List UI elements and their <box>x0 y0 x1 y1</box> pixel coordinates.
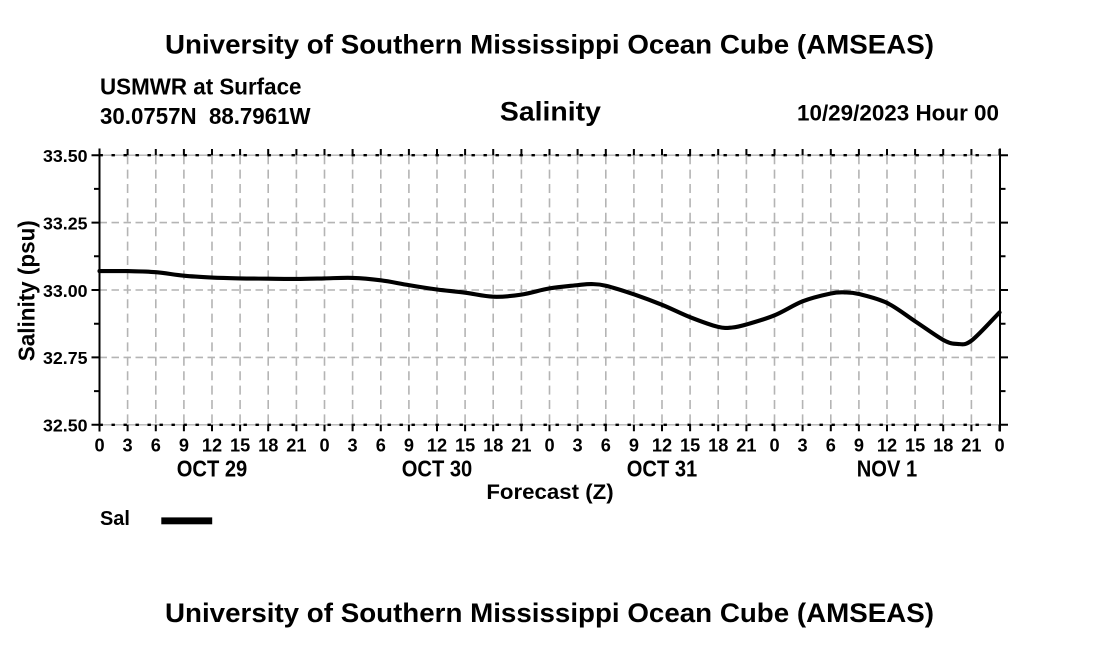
svg-text:0: 0 <box>994 436 1004 456</box>
svg-text:3: 3 <box>348 436 358 456</box>
svg-text:18: 18 <box>483 436 503 456</box>
svg-text:9: 9 <box>404 436 414 456</box>
svg-text:OCT 31: OCT 31 <box>627 455 698 481</box>
svg-text:33.25: 33.25 <box>43 213 88 233</box>
svg-text:6: 6 <box>376 436 386 456</box>
svg-text:12: 12 <box>202 436 222 456</box>
svg-text:6: 6 <box>601 436 611 456</box>
svg-text:USMWR at Surface: USMWR at Surface <box>100 74 302 100</box>
svg-text:Salinity (psu): Salinity (psu) <box>14 220 40 361</box>
svg-text:21: 21 <box>736 436 756 456</box>
svg-text:15: 15 <box>455 436 475 456</box>
svg-text:21: 21 <box>286 436 306 456</box>
svg-text:University of Southern Mississ: University of Southern Mississippi Ocean… <box>165 598 934 628</box>
svg-text:3: 3 <box>573 436 583 456</box>
svg-text:10/29/2023 Hour 00: 10/29/2023 Hour 00 <box>797 101 999 126</box>
svg-text:University of Southern Mississ: University of Southern Mississippi Ocean… <box>165 30 934 60</box>
svg-text:0: 0 <box>319 436 329 456</box>
svg-text:21: 21 <box>961 436 981 456</box>
svg-text:9: 9 <box>629 436 639 456</box>
svg-text:15: 15 <box>905 436 925 456</box>
svg-text:Salinity: Salinity <box>500 97 601 127</box>
svg-text:12: 12 <box>877 436 897 456</box>
svg-text:12: 12 <box>427 436 447 456</box>
svg-text:33.50: 33.50 <box>43 146 88 166</box>
svg-text:18: 18 <box>933 436 953 456</box>
svg-text:30.0757N 88.7961W: 30.0757N 88.7961W <box>100 103 311 129</box>
svg-text:33.00: 33.00 <box>43 281 88 301</box>
svg-text:0: 0 <box>544 436 554 456</box>
svg-text:0: 0 <box>769 436 779 456</box>
svg-text:3: 3 <box>123 436 133 456</box>
svg-text:15: 15 <box>680 436 700 456</box>
svg-text:9: 9 <box>179 436 189 456</box>
svg-text:3: 3 <box>798 436 808 456</box>
svg-text:6: 6 <box>151 436 161 456</box>
svg-text:21: 21 <box>511 436 531 456</box>
svg-text:6: 6 <box>826 436 836 456</box>
svg-text:Forecast (Z): Forecast (Z) <box>486 481 613 504</box>
svg-text:NOV 1: NOV 1 <box>857 455 918 481</box>
svg-text:32.50: 32.50 <box>43 416 88 436</box>
svg-text:15: 15 <box>230 436 250 456</box>
svg-text:0: 0 <box>94 436 104 456</box>
svg-text:9: 9 <box>854 436 864 456</box>
svg-text:OCT 30: OCT 30 <box>402 455 473 481</box>
svg-text:18: 18 <box>258 436 278 456</box>
svg-text:18: 18 <box>708 436 728 456</box>
svg-text:Sal: Sal <box>100 508 130 530</box>
svg-text:12: 12 <box>652 436 672 456</box>
svg-text:OCT 29: OCT 29 <box>177 455 248 481</box>
svg-text:32.75: 32.75 <box>43 348 88 368</box>
